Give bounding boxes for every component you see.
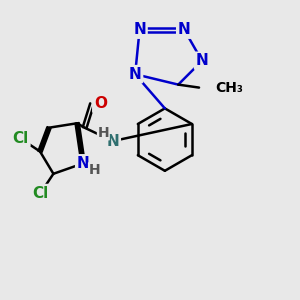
Text: N: N: [77, 156, 89, 171]
Text: N: N: [129, 67, 142, 82]
Text: Cl: Cl: [32, 186, 48, 201]
Text: CH₃: CH₃: [215, 81, 243, 94]
Text: H: H: [88, 163, 100, 177]
Text: N: N: [178, 22, 190, 37]
Text: Cl: Cl: [13, 130, 29, 146]
Text: N: N: [196, 53, 208, 68]
Text: N: N: [133, 22, 146, 37]
Text: H: H: [98, 126, 109, 140]
Text: N: N: [106, 134, 119, 148]
Text: O: O: [94, 96, 107, 111]
